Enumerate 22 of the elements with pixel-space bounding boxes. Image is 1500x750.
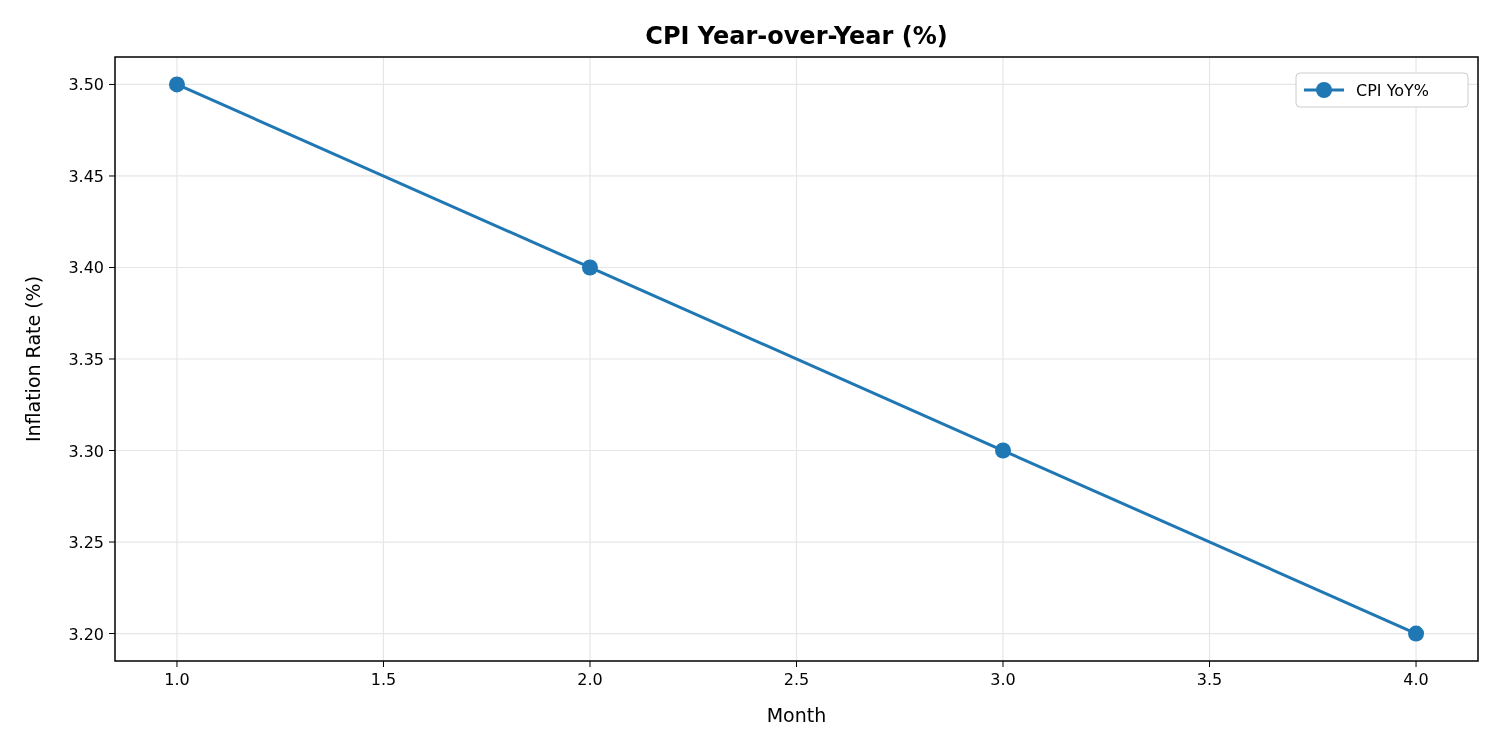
point: [581, 259, 598, 276]
y-tick-label: 3.35: [68, 350, 104, 369]
x-tick-label: 1.5: [370, 670, 397, 689]
x-tick-label: 3.5: [1196, 670, 1223, 689]
legend-label: CPI YoY%: [1356, 81, 1430, 100]
point: [995, 442, 1012, 459]
x-tick-label: 4.0: [1403, 670, 1429, 689]
point: [1408, 625, 1425, 642]
chart-title: CPI Year-over-Year (%): [645, 22, 948, 50]
y-tick-label: 3.40: [68, 258, 104, 278]
y-tick-label: 3.20: [68, 624, 104, 644]
y-axis-title: Inflation Rate (%): [22, 275, 44, 443]
x-tick-label: 2.5: [783, 670, 810, 689]
x-tick-label: 1.0: [164, 670, 190, 689]
y-tick-label: 3.30: [68, 441, 104, 461]
point: [168, 76, 185, 93]
y-tick-label: 3.45: [68, 166, 104, 186]
x-tick-label: 2.0: [577, 670, 603, 689]
y-tick-label: 3.25: [68, 533, 104, 553]
x-axis-title: Month: [766, 704, 827, 726]
x-tick-label: 3.0: [990, 670, 1016, 689]
y-tick-label: 3.50: [68, 75, 104, 95]
